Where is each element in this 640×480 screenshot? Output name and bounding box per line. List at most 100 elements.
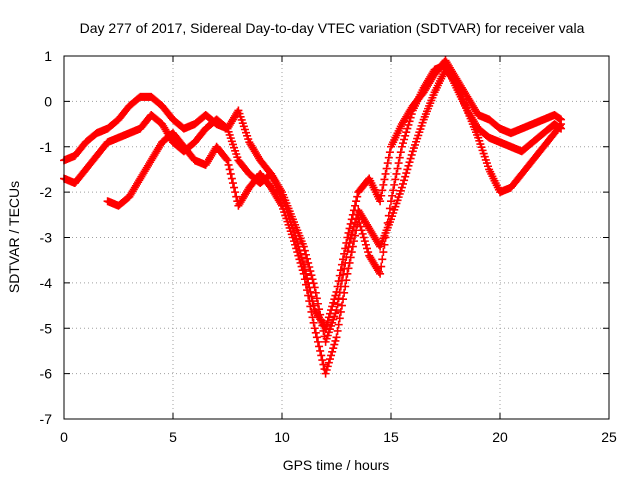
data-point <box>324 358 333 367</box>
data-point <box>317 351 326 360</box>
y-tick-label: -6 <box>40 366 53 382</box>
data-point <box>400 176 409 185</box>
data-point <box>382 164 391 173</box>
data-point <box>355 218 364 227</box>
data-point <box>331 336 340 345</box>
data-point <box>347 248 356 257</box>
data-point <box>299 242 308 251</box>
data-point <box>292 244 301 253</box>
data-point <box>299 269 308 278</box>
data-point <box>398 139 407 148</box>
data-point <box>376 269 385 278</box>
data-point <box>306 302 315 311</box>
data-point <box>297 262 306 271</box>
data-point <box>385 204 394 213</box>
data-point <box>228 179 237 188</box>
data-point <box>356 222 365 231</box>
y-tick-label: -3 <box>40 230 53 246</box>
data-point <box>388 191 397 200</box>
data-point <box>316 346 325 355</box>
data-point <box>305 297 314 306</box>
data-point <box>381 169 390 178</box>
data-point <box>342 276 351 285</box>
data-point <box>354 215 363 224</box>
data-point <box>328 302 337 311</box>
data-point <box>363 244 372 253</box>
data-point <box>401 172 410 181</box>
data-point <box>319 326 328 335</box>
data-point <box>318 356 327 365</box>
data-point <box>396 148 405 157</box>
data-point <box>304 258 313 267</box>
data-point <box>306 267 315 276</box>
data-point <box>325 355 334 364</box>
data-point <box>380 175 389 184</box>
data-point <box>298 266 307 275</box>
data-point <box>397 142 406 151</box>
data-point <box>392 169 401 178</box>
data-point <box>334 320 343 329</box>
series-track-c <box>103 61 566 378</box>
data-point <box>403 124 412 133</box>
data-point <box>307 307 316 316</box>
y-axis-label: SDTVAR / TECUs <box>6 181 22 293</box>
data-point <box>403 165 412 174</box>
data-point <box>359 233 368 242</box>
data-point <box>312 294 321 303</box>
data-point <box>276 186 285 195</box>
plot-frame <box>63 55 610 420</box>
data-point <box>291 240 300 249</box>
x-tick-label: 15 <box>383 429 399 445</box>
data-point <box>296 258 305 267</box>
data-point <box>381 233 390 242</box>
data-point <box>276 199 285 208</box>
data-point <box>348 242 357 251</box>
data-point <box>224 160 233 169</box>
data-point <box>339 270 348 279</box>
data-point <box>383 159 392 168</box>
data-point <box>555 121 564 130</box>
data-point <box>380 240 389 249</box>
data-point <box>344 264 353 273</box>
data-point <box>334 294 343 303</box>
chart-title: Day 277 of 2017, Sidereal Day-to-day VTE… <box>80 20 585 36</box>
x-tick-label: 0 <box>60 429 68 445</box>
data-point <box>288 233 297 242</box>
x-tick-labels: 0 5 10 15 20 25 <box>60 429 617 445</box>
data-point <box>308 275 317 284</box>
data-point <box>227 174 236 183</box>
data-point <box>557 120 566 129</box>
data-point <box>401 131 410 140</box>
data-point <box>353 192 362 201</box>
data-point <box>230 183 239 192</box>
y-tick-label: 0 <box>44 93 52 109</box>
y-tick-label: -4 <box>40 275 53 291</box>
data-point <box>349 237 358 246</box>
data-point <box>377 191 386 200</box>
data-point <box>295 255 304 264</box>
data-point <box>406 154 415 163</box>
data-point <box>300 275 309 284</box>
data-point <box>400 135 409 144</box>
data-point <box>364 248 373 257</box>
data-point <box>405 158 414 167</box>
data-point <box>382 226 391 235</box>
x-tick-label: 25 <box>601 429 617 445</box>
data-point <box>343 269 352 278</box>
data-point <box>404 120 413 129</box>
data-point <box>343 247 352 256</box>
data-point <box>323 316 332 325</box>
data-point <box>336 307 345 316</box>
data-point <box>310 324 319 333</box>
data-point <box>339 295 348 304</box>
data-point <box>328 347 337 356</box>
data-point <box>301 280 310 289</box>
data-point <box>395 153 404 162</box>
grid-lines <box>64 56 609 419</box>
data-point <box>226 169 235 178</box>
data-point <box>327 351 336 360</box>
data-point <box>313 337 322 346</box>
data-point <box>310 283 319 292</box>
data-point <box>351 201 360 210</box>
data-point <box>377 262 386 271</box>
